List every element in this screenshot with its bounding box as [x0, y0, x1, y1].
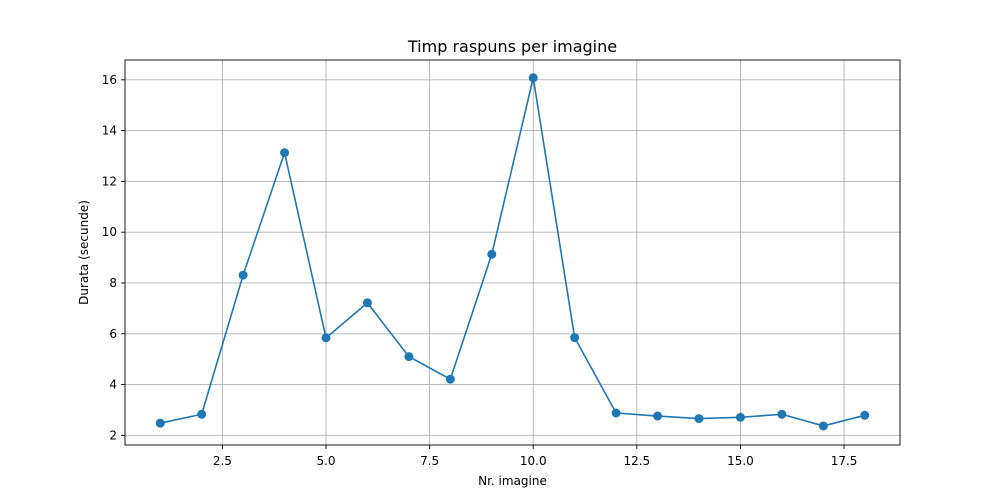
y-axis-label: Durata (secunde) — [77, 200, 91, 305]
y-tick-label: 6 — [109, 327, 117, 341]
data-point — [362, 298, 372, 308]
data-point — [818, 421, 828, 431]
x-tick-label: 2.5 — [213, 454, 232, 468]
axis-ticks: 2.5 5.0 7.5 10.0 12.5 15.0 17.5 2 4 6 8 10 12 14 16 — [102, 73, 858, 468]
data-point — [404, 352, 414, 362]
plot-frame — [124, 59, 901, 446]
x-tick-label: 5.0 — [316, 454, 335, 468]
data-point — [735, 412, 745, 422]
data-point — [445, 374, 455, 384]
data-point — [487, 249, 497, 259]
x-tick-label: 7.5 — [420, 454, 439, 468]
y-tick-label: 10 — [102, 225, 117, 239]
y-tick-label: 16 — [102, 73, 117, 87]
data-point — [197, 409, 207, 419]
y-tick-label: 8 — [109, 276, 117, 290]
y-tick-label: 14 — [102, 124, 117, 138]
x-tick-label: 17.5 — [831, 454, 858, 468]
data-point — [653, 411, 663, 421]
series-line — [160, 76, 865, 427]
data-point — [155, 418, 165, 428]
x-tick-label: 12.5 — [623, 454, 650, 468]
data-point — [860, 410, 870, 420]
data-point — [321, 333, 331, 343]
data-point — [694, 414, 704, 424]
data-point — [528, 73, 538, 83]
data-point — [611, 408, 621, 418]
chart-title: Timp raspuns per imagine — [407, 37, 617, 56]
x-axis-label: Nr. imagine — [478, 474, 547, 488]
x-tick-label: 15.0 — [727, 454, 754, 468]
y-tick-label: 2 — [109, 428, 117, 442]
y-tick-label: 12 — [102, 174, 117, 188]
series-line-group — [155, 73, 870, 431]
data-point — [570, 333, 580, 343]
data-point — [238, 270, 248, 280]
y-tick-label: 4 — [109, 378, 117, 392]
x-tick-label: 10.0 — [520, 454, 547, 468]
data-point — [777, 409, 787, 419]
data-point — [280, 148, 290, 158]
grid — [125, 60, 900, 445]
